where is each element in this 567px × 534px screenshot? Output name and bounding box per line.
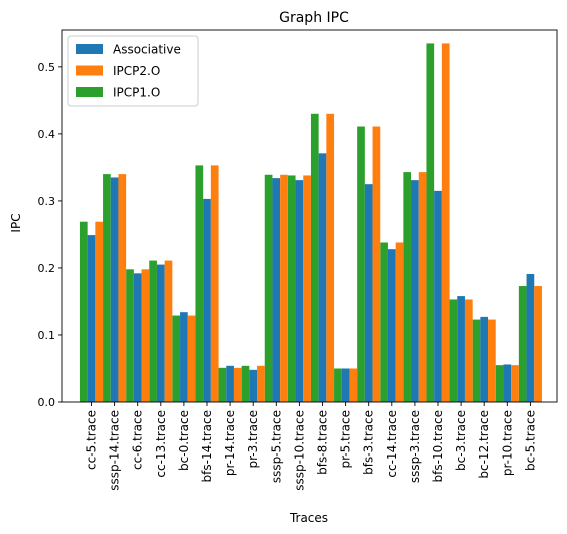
legend-swatch — [76, 65, 103, 76]
bar-associative-cc-5-trace — [87, 235, 96, 402]
bar-ipcp2-o-sssp-3-trace — [418, 172, 427, 402]
bar-ipcp1-o-pr-3-trace — [241, 365, 250, 402]
bar-associative-bc-5-trace — [526, 273, 535, 402]
bar-associative-bc-0-trace — [180, 312, 188, 402]
bar-associative-bfs-3-trace — [364, 184, 373, 402]
x-tick-label: pr-10.trace — [500, 410, 514, 476]
bar-associative-sssp-10-trace — [295, 180, 304, 402]
bar-ipcp2-o-bfs-3-trace — [372, 126, 381, 403]
bar-associative-bfs-10-trace — [434, 190, 442, 402]
x-tick-label: bc-5.trace — [523, 410, 537, 471]
y-tick-label: 0.0 — [38, 396, 56, 409]
bar-associative-pr-3-trace — [249, 369, 258, 402]
bar-ipcp1-o-cc-14-trace — [380, 242, 388, 402]
bar-ipcp1-o-cc-6-trace — [126, 269, 134, 402]
legend-label: IPCP1.O — [113, 86, 160, 100]
bar-ipcp2-o-sssp-10-trace — [303, 175, 311, 402]
x-tick-label: bc-3.trace — [454, 410, 468, 471]
bar-ipcp2-o-sssp-14-trace — [118, 174, 127, 402]
x-tick-label: cc-6.trace — [131, 410, 145, 470]
bar-ipcp1-o-bfs-8-trace — [310, 113, 319, 402]
bar-ipcp1-o-sssp-14-trace — [103, 174, 111, 402]
bar-associative-pr-5-trace — [341, 368, 350, 402]
bar-associative-bfs-14-trace — [203, 198, 211, 402]
bar-ipcp1-o-sssp-3-trace — [403, 172, 412, 402]
bar-ipcp2-o-cc-14-trace — [395, 242, 404, 402]
bar-ipcp2-o-bfs-8-trace — [326, 113, 335, 402]
bar-ipcp1-o-sssp-10-trace — [287, 175, 296, 402]
bar-ipcp2-o-pr-10-trace — [511, 365, 519, 402]
bar-ipcp1-o-sssp-5-trace — [264, 174, 273, 402]
x-tick-label: cc-14.trace — [385, 410, 399, 478]
bar-ipcp1-o-bfs-10-trace — [426, 43, 435, 402]
legend-label: IPCP2.O — [113, 64, 160, 78]
x-tick-label: pr-5.trace — [339, 410, 353, 469]
bar-ipcp1-o-bc-0-trace — [172, 315, 181, 402]
x-tick-label: cc-5.trace — [85, 410, 99, 470]
bar-ipcp1-o-cc-5-trace — [79, 221, 88, 402]
x-tick-label: bc-0.trace — [177, 410, 191, 471]
x-tick-label: sssp-10.trace — [292, 410, 306, 491]
bar-ipcp1-o-cc-13-trace — [149, 260, 157, 402]
bar-ipcp1-o-bfs-3-trace — [357, 126, 365, 403]
plot-area: 0.0 0.1 0.2 0.3 0.4 0.5 cc-5.trace sssp-14.trac… — [38, 29, 558, 491]
legend: Associative IPCP2.O IPCP1.O — [67, 35, 199, 107]
bar-ipcp2-o-bc-3-trace — [464, 299, 473, 402]
bar-ipcp1-o-bc-5-trace — [518, 286, 527, 402]
y-tick-label: 0.5 — [38, 61, 56, 74]
bar-ipcp2-o-pr-5-trace — [349, 368, 358, 402]
x-tick-label: sssp-14.trace — [108, 410, 122, 491]
bar-ipcp1-o-pr-14-trace — [218, 367, 227, 402]
bar-ipcp2-o-pr-3-trace — [257, 365, 265, 402]
legend-swatch — [76, 87, 103, 97]
x-tick-label: cc-13.trace — [154, 410, 168, 478]
y-tick-label: 0.3 — [38, 195, 56, 208]
legend-label: Associative — [113, 43, 181, 57]
x-tick-label: sssp-3.trace — [408, 410, 422, 483]
bar-ipcp1-o-pr-5-trace — [334, 368, 342, 402]
bar-ipcp2-o-cc-5-trace — [95, 221, 104, 402]
y-tick-label: 0.1 — [38, 329, 56, 342]
x-tick-label: sssp-5.trace — [269, 410, 283, 483]
x-tick-label: bfs-3.trace — [362, 410, 376, 475]
bar-associative-cc-14-trace — [387, 249, 396, 402]
bar-ipcp1-o-bc-3-trace — [449, 299, 458, 402]
bar-ipcp2-o-bfs-14-trace — [210, 165, 219, 402]
x-tick-label: pr-3.trace — [246, 410, 260, 469]
bar-associative-cc-13-trace — [156, 264, 165, 402]
bar-associative-sssp-3-trace — [411, 180, 419, 402]
legend-swatch — [76, 44, 103, 54]
bar-associative-sssp-14-trace — [110, 177, 119, 402]
y-tick-label: 0.2 — [38, 262, 56, 275]
x-tick-label: bfs-10.trace — [431, 410, 445, 482]
bar-ipcp2-o-pr-14-trace — [233, 367, 242, 402]
bar-associative-pr-10-trace — [503, 364, 512, 402]
bar-ipcp2-o-bc-12-trace — [488, 319, 496, 402]
x-tick-label: bc-12.trace — [477, 410, 491, 479]
x-tick-label: bfs-14.trace — [200, 410, 214, 482]
bar-associative-sssp-5-trace — [272, 178, 281, 402]
bar-ipcp2-o-cc-6-trace — [141, 269, 150, 402]
x-axis-label: Traces — [289, 511, 328, 525]
y-axis-label: IPC — [9, 213, 23, 232]
x-tick-label: bfs-8.trace — [316, 410, 330, 475]
bar-ipcp2-o-bc-5-trace — [534, 286, 542, 402]
bar-associative-bfs-8-trace — [318, 153, 327, 402]
bar-ipcp2-o-bfs-10-trace — [441, 43, 450, 402]
bar-ipcp2-o-sssp-5-trace — [280, 174, 288, 402]
bar-ipcp1-o-bc-12-trace — [472, 319, 481, 402]
bar-ipcp2-o-bc-0-trace — [187, 315, 196, 402]
x-tick-label: pr-14.trace — [223, 410, 237, 476]
bar-ipcp1-o-bfs-14-trace — [195, 165, 204, 402]
chart-title: Graph IPC — [279, 10, 349, 26]
bar-associative-bc-12-trace — [480, 316, 489, 402]
bar-ipcp2-o-cc-13-trace — [164, 260, 173, 402]
bar-ipcp1-o-pr-10-trace — [495, 365, 504, 402]
bar-associative-pr-14-trace — [226, 365, 234, 402]
axes-frame — [61, 29, 558, 403]
bar-associative-cc-6-trace — [133, 273, 142, 402]
y-tick-label: 0.4 — [38, 128, 56, 141]
bar-associative-bc-3-trace — [457, 296, 465, 402]
